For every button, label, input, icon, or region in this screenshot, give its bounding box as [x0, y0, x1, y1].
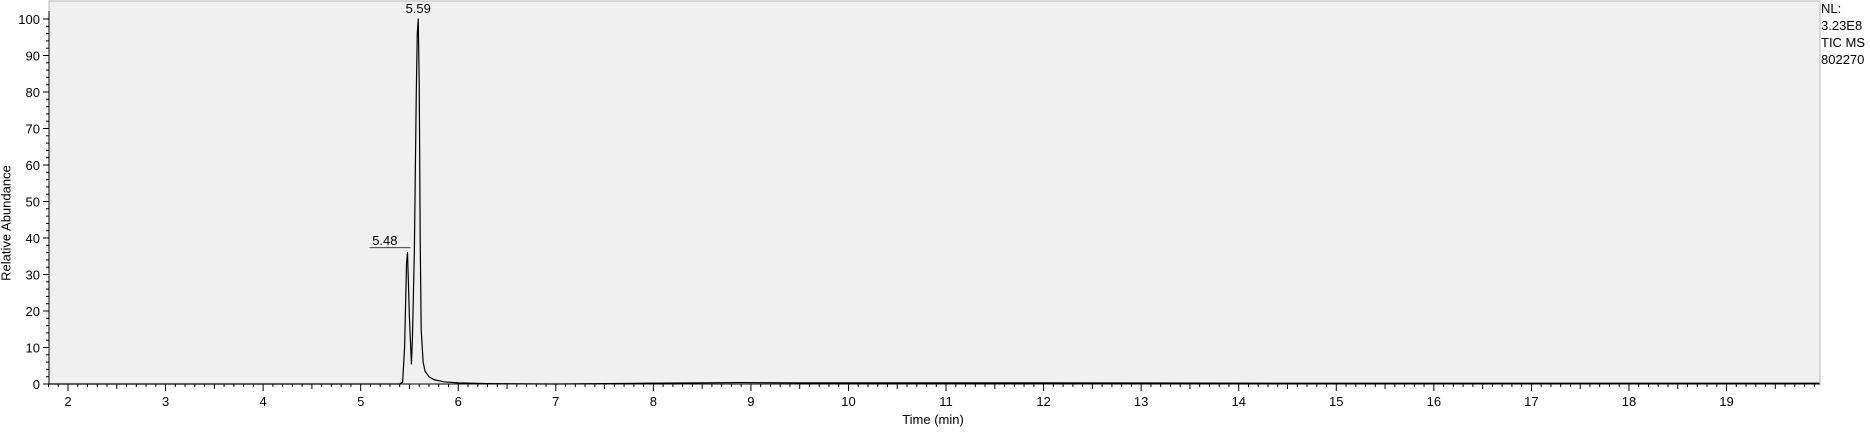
y-tick-label: 70 — [26, 122, 40, 137]
y-tick-label: 100 — [18, 12, 40, 27]
x-tick-label: 7 — [552, 394, 559, 409]
y-tick-label: 20 — [26, 304, 40, 319]
x-tick-label: 17 — [1524, 394, 1538, 409]
x-tick-label: 10 — [841, 394, 855, 409]
x-tick-label: 18 — [1622, 394, 1636, 409]
x-axis-label: Time (min) — [902, 412, 964, 427]
nl-info-block: NL: 3.23E8 TIC MS 802270 — [1821, 0, 1869, 68]
x-tick-label: 19 — [1719, 394, 1733, 409]
y-tick-label: 10 — [26, 341, 40, 356]
peak-label: 5.48 — [372, 233, 397, 248]
x-tick-label: 16 — [1427, 394, 1441, 409]
x-tick-label: 5 — [357, 394, 364, 409]
y-tick-label: 60 — [26, 158, 40, 173]
x-tick-label: 12 — [1036, 394, 1050, 409]
x-tick-label: 15 — [1329, 394, 1343, 409]
y-tick-label: 90 — [26, 49, 40, 64]
x-tick-label: 3 — [162, 394, 169, 409]
x-tick-label: 11 — [939, 394, 953, 409]
y-tick-label: 80 — [26, 85, 40, 100]
y-axis-label: Relative Abundance — [0, 165, 14, 281]
y-tick-label: 30 — [26, 268, 40, 283]
scan-number: 802270 — [1821, 52, 1865, 67]
tic-ms-label: TIC MS — [1821, 35, 1866, 50]
y-tick-label: 40 — [26, 231, 40, 246]
tic-trace-line — [48, 18, 1820, 385]
x-tick-label: 2 — [64, 394, 71, 409]
x-tick-label: 4 — [260, 394, 267, 409]
y-tick-label: 50 — [26, 195, 40, 210]
x-tick-label: 9 — [747, 394, 754, 409]
y-tick-label: 0 — [33, 377, 40, 392]
plot-area — [48, 0, 1821, 385]
peak-label: 5.59 — [406, 1, 431, 16]
x-tick-label: 8 — [650, 394, 657, 409]
nl-label: NL: — [1821, 1, 1842, 16]
nl-value: 3.23E8 — [1821, 18, 1863, 33]
x-tick-label: 13 — [1134, 394, 1148, 409]
x-tick-label: 14 — [1231, 394, 1245, 409]
x-tick-label: 6 — [455, 394, 462, 409]
